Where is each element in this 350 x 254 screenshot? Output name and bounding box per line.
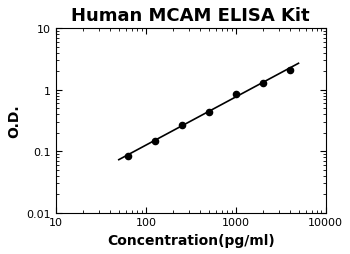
Point xyxy=(260,81,266,85)
Point xyxy=(287,69,293,73)
Y-axis label: O.D.: O.D. xyxy=(7,104,21,138)
Point xyxy=(152,139,158,143)
Point xyxy=(206,110,211,114)
Point xyxy=(179,123,184,127)
Point xyxy=(125,155,130,159)
Point xyxy=(233,93,238,97)
X-axis label: Concentration(pg/ml): Concentration(pg/ml) xyxy=(107,233,275,247)
Title: Human MCAM ELISA Kit: Human MCAM ELISA Kit xyxy=(71,7,310,25)
